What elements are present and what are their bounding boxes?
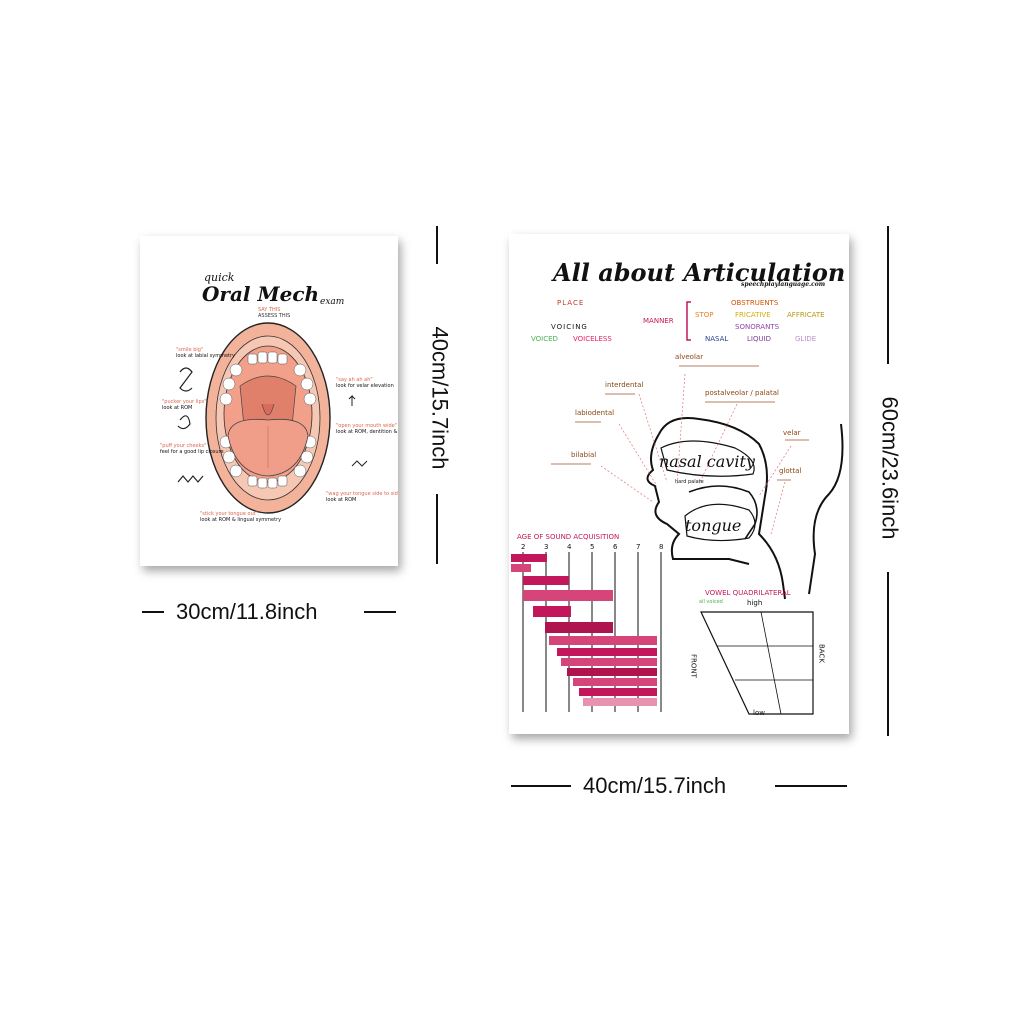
- head-profile-diagram: [551, 301, 844, 600]
- age-tick: 6: [613, 543, 618, 551]
- left-width-line-right: [364, 611, 396, 613]
- right-height-line-top: [887, 226, 889, 364]
- front-label: FRONT: [689, 654, 698, 678]
- left-width-line-left: [142, 611, 164, 613]
- poster-subtitle: exam: [320, 297, 345, 307]
- right-height-label: 60cm/23.6inch: [877, 396, 903, 540]
- right-height-line-bottom: [887, 572, 889, 736]
- right-width-line-left: [511, 785, 571, 787]
- note-assess: feel for a good lip closure: [160, 449, 224, 455]
- liquid-label: LIQUID: [747, 335, 772, 343]
- poster-title-small: quick: [204, 271, 235, 284]
- stop-label: STOP: [695, 311, 714, 319]
- place-glottal: glottal: [779, 467, 802, 475]
- note-assess: look at labial symmetry: [176, 353, 236, 359]
- note-say: "stick your tongue out": [200, 511, 259, 517]
- hard-palate-label: hard palate: [675, 479, 704, 485]
- age-tick: 3: [544, 543, 549, 551]
- place-interdental: interdental: [605, 381, 644, 389]
- place-bilabial: bilabial: [571, 451, 597, 459]
- oral-mech-poster: quick Oral Mech exam SAY THIS ASSESS THI…: [140, 236, 398, 566]
- place-labiodental: labiodental: [575, 409, 615, 417]
- right-width-label: 40cm/15.7inch: [583, 773, 727, 798]
- age-bar: [567, 668, 657, 676]
- tongue-label: tongue: [685, 516, 742, 535]
- age-bar: [549, 636, 657, 645]
- age-tick: 7: [636, 543, 641, 551]
- age-chart-title: AGE OF SOUND ACQUISITION: [517, 533, 620, 541]
- left-width-label: 30cm/11.8inch: [176, 599, 318, 624]
- left-height-label: 40cm/15.7inch: [427, 326, 453, 470]
- fricative-label: FRICATIVE: [735, 311, 771, 319]
- website-label: speechplaylanguage.com: [741, 281, 826, 288]
- left-height-line-top: [436, 226, 438, 264]
- age-bar: [511, 564, 531, 572]
- age-bar: [511, 554, 547, 562]
- vowel-quadrilateral: [700, 611, 814, 715]
- age-bar: [545, 622, 613, 633]
- open-mouth-illustration: [177, 322, 368, 514]
- age-tick: 4: [567, 543, 572, 551]
- age-tick: 5: [590, 543, 595, 551]
- articulation-poster: All about Articulation speechplaylanguag…: [509, 234, 849, 734]
- legend-say: SAY THIS: [258, 307, 281, 313]
- voiceless-label: VOICELESS: [573, 335, 612, 343]
- right-width-line-right: [775, 785, 847, 787]
- glide-label: GLIDE: [795, 335, 817, 343]
- sonorants-label: SONORANTS: [735, 323, 780, 331]
- age-tick: 8: [659, 543, 664, 551]
- note-say: "open your mouth wide": [336, 423, 398, 429]
- left-height-line-bottom: [436, 494, 438, 564]
- voiced-label: VOICED: [531, 335, 558, 343]
- legend-assess: ASSESS THIS: [258, 313, 291, 319]
- note-say: "pucker your lips": [162, 399, 207, 405]
- age-bar: [583, 698, 657, 706]
- note-say: "say ah ah ah": [336, 377, 373, 383]
- note-assess: look at ROM & lingual symmetry: [200, 517, 282, 523]
- age-bar: [523, 576, 569, 585]
- note-say: "wag your tongue side to side": [326, 491, 398, 497]
- age-bar: [561, 658, 657, 666]
- note-assess: look at ROM, dentition & oral hygiene: [336, 429, 398, 435]
- age-tick: 2: [521, 543, 526, 551]
- affricate-label: AFFRICATE: [787, 311, 825, 319]
- place-postalveolar: postalveolar / palatal: [705, 389, 779, 397]
- obstruents-label: OBSTRUENTS: [731, 299, 779, 307]
- back-label: BACK: [817, 644, 826, 663]
- note-assess: look at ROM: [326, 497, 357, 503]
- note-say: "puff your cheeks": [160, 443, 207, 449]
- all-voiced-label: all voiced: [699, 599, 723, 605]
- note-say: "smile big": [176, 347, 204, 353]
- place-velar: velar: [783, 429, 801, 437]
- nasal-cavity-label: nasal cavity: [659, 452, 755, 471]
- age-bar: [533, 606, 571, 617]
- voicing-label: VOICING: [551, 323, 588, 331]
- poster-title: Oral Mech: [202, 282, 320, 306]
- note-assess: look for velar elevation: [336, 383, 394, 389]
- age-bar: [573, 678, 657, 686]
- age-bar: [523, 590, 613, 601]
- place-alveolar: alveolar: [675, 353, 704, 361]
- poster-title: All about Articulation: [553, 258, 846, 287]
- vowel-chart-title: VOWEL QUADRILATERAL: [705, 589, 791, 597]
- note-assess: look at ROM: [162, 405, 193, 411]
- nasal-label: NASAL: [705, 335, 729, 343]
- age-bar: [579, 688, 657, 696]
- low-label: low: [753, 709, 765, 717]
- age-chart-bars: [511, 552, 662, 712]
- age-bar: [557, 648, 657, 656]
- place-label: PLACE: [557, 299, 585, 307]
- manner-label: MANNER: [643, 317, 674, 325]
- high-label: high: [747, 599, 763, 607]
